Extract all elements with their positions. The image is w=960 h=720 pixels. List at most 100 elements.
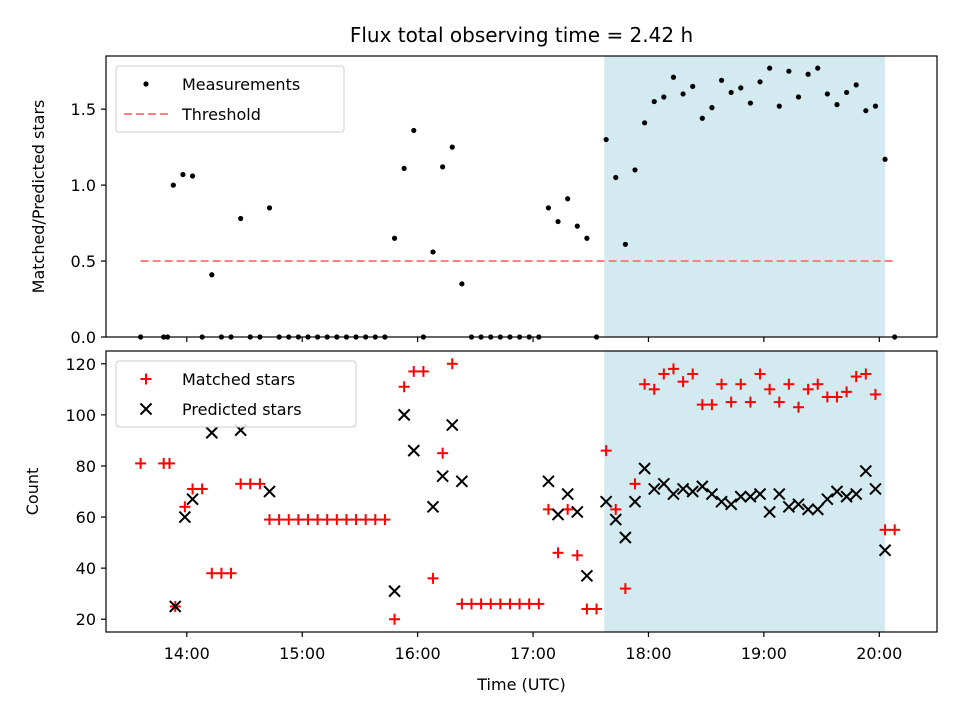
data-point (872, 103, 879, 109)
data-point (889, 524, 901, 536)
data-point (533, 598, 545, 610)
data-point (699, 115, 705, 121)
data-point (263, 485, 276, 498)
data-point (187, 483, 199, 495)
data-point (850, 487, 863, 501)
axes-frame (105, 55, 938, 338)
data-point (686, 485, 699, 498)
series-predicted-stars (169, 408, 892, 613)
data-point (273, 514, 285, 526)
data-point (850, 371, 862, 383)
data-point (135, 457, 147, 469)
data-point (609, 513, 622, 526)
data-point (801, 503, 815, 516)
data-point (764, 383, 776, 395)
data-point (446, 418, 459, 432)
data-point (565, 196, 571, 202)
data-point (753, 487, 767, 501)
data-point (545, 205, 552, 211)
data-point (853, 82, 859, 88)
data-point (580, 569, 594, 583)
data-point (882, 156, 888, 162)
legend-entry: Threshold (124, 105, 261, 124)
data-point (571, 549, 583, 561)
data-point (562, 503, 574, 515)
data-point (397, 408, 411, 422)
data-point (705, 487, 719, 501)
data-point (747, 100, 754, 106)
data-point (642, 120, 648, 126)
data-point (430, 249, 436, 255)
data-point (786, 68, 792, 74)
data-point (179, 501, 191, 513)
data-point (411, 127, 417, 134)
data-point (648, 383, 660, 395)
legend: Measurements Threshold (115, 65, 345, 133)
data-point (725, 396, 737, 408)
data-point (523, 598, 535, 610)
legend-marker (140, 373, 152, 385)
data-point (677, 376, 689, 388)
data-point (610, 503, 622, 515)
data-point (744, 490, 757, 503)
data-point (599, 495, 613, 508)
y-tick-label: 80 (76, 457, 96, 476)
data-point (574, 223, 580, 229)
data-point (728, 89, 734, 96)
data-point (843, 89, 850, 96)
data-point (238, 215, 244, 222)
legend-entry: Matched stars (140, 370, 295, 389)
data-point (667, 363, 679, 375)
data-point (613, 174, 619, 181)
data-point (180, 171, 186, 178)
data-point (321, 514, 333, 526)
data-point (834, 102, 840, 108)
top-panel: 0.0 0.5 1.0 1.5 Matched/Predicted stars Flux … (29, 23, 938, 347)
data-point (718, 77, 725, 83)
data-point (331, 514, 343, 526)
data-point (340, 514, 352, 526)
data-point (542, 503, 554, 515)
data-point (456, 598, 468, 610)
data-point (215, 567, 227, 579)
y-axis-label: Count (23, 468, 42, 516)
data-point (782, 500, 796, 514)
data-point (793, 401, 804, 413)
data-point (401, 165, 407, 171)
data-point (715, 495, 728, 508)
data-point (735, 378, 747, 390)
data-point (408, 365, 420, 377)
data-point (360, 514, 372, 526)
data-point (312, 514, 324, 526)
data-point (638, 462, 651, 475)
data-point (773, 487, 786, 501)
data-point (821, 492, 834, 506)
data-point (795, 94, 802, 100)
data-point (551, 508, 565, 521)
data-point (878, 544, 892, 557)
data-point (494, 598, 506, 610)
data-point (805, 71, 811, 77)
data-point (709, 105, 715, 111)
data-point (266, 205, 273, 211)
legend: Matched stars Predicted stars (115, 360, 357, 428)
data-point (205, 426, 219, 439)
bottom-panel: 14:00 15:00 16:00 17:00 18:00 19:00 20:00 20 40 6… (23, 350, 938, 694)
data-point (696, 480, 709, 493)
data-point (398, 381, 410, 393)
y-tick-label: 40 (76, 559, 96, 578)
data-point (388, 584, 401, 598)
data-point (440, 164, 446, 170)
data-point (465, 598, 477, 610)
data-point (821, 391, 833, 403)
legend-entry: Measurements (143, 75, 300, 94)
data-point (555, 218, 561, 225)
data-point (754, 368, 766, 380)
data-point (632, 167, 638, 173)
legend-box (115, 360, 357, 428)
data-point (724, 498, 738, 511)
x-tick-label: 15:00 (279, 644, 325, 663)
data-point (189, 173, 196, 179)
data-point (831, 391, 843, 403)
